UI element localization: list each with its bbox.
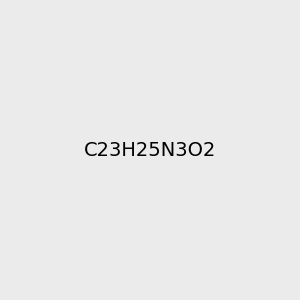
Text: C23H25N3O2: C23H25N3O2 bbox=[84, 140, 216, 160]
